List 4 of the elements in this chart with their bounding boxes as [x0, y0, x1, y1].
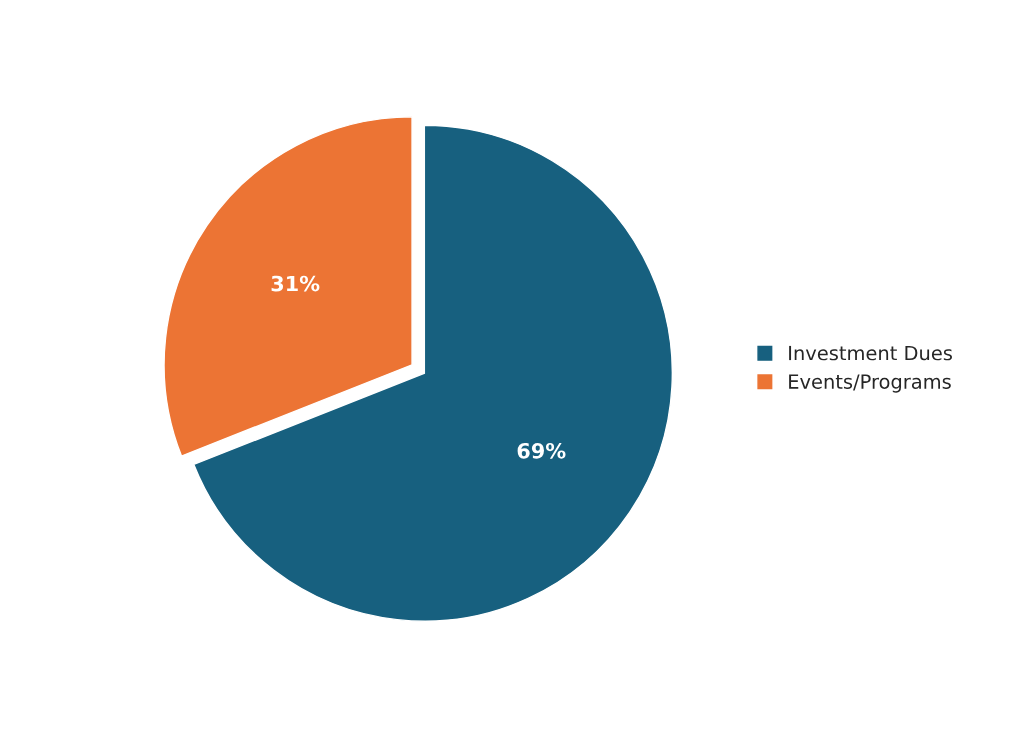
data-label: 69%: [517, 442, 566, 459]
legend-label: Events/Programs: [789, 374, 951, 393]
data-label: 31%: [271, 275, 320, 292]
legend-label: Investment Dues: [789, 345, 952, 361]
